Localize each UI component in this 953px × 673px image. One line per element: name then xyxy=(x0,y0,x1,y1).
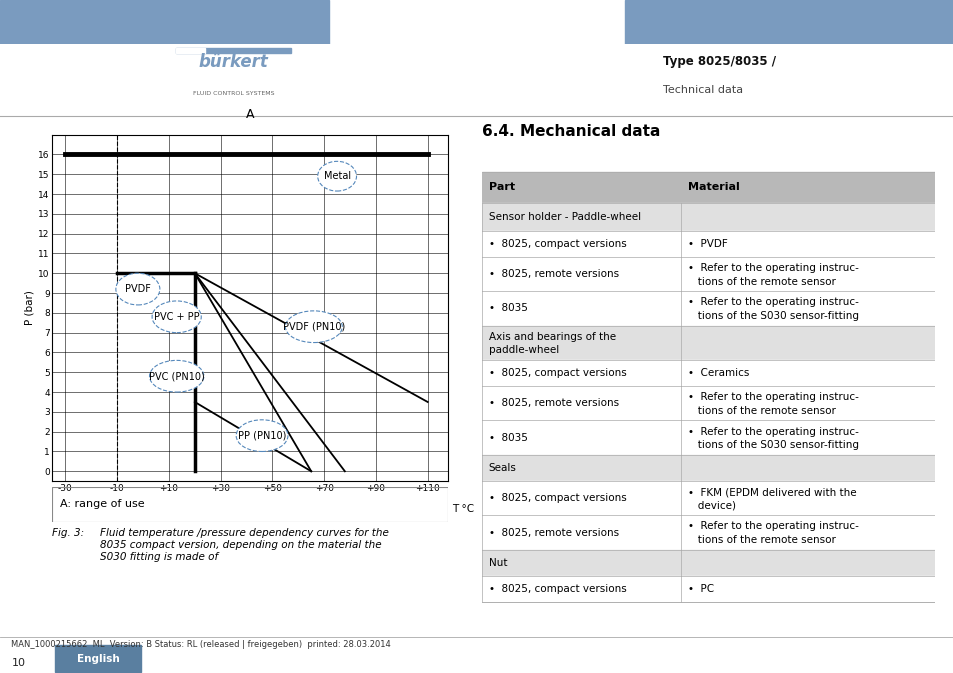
Text: MAN_1000215662  ML  Version: B Status: RL (released | freigegeben)  printed: 28.: MAN_1000215662 ML Version: B Status: RL … xyxy=(11,640,391,649)
Ellipse shape xyxy=(152,301,201,332)
Bar xyxy=(624,0,953,44)
Text: •  Refer to the operating instruc-: • Refer to the operating instruc- xyxy=(687,522,858,532)
Text: •  8035: • 8035 xyxy=(488,433,527,443)
Text: •  Refer to the operating instruc-: • Refer to the operating instruc- xyxy=(687,392,858,402)
Text: A: A xyxy=(246,108,254,120)
Bar xyxy=(481,360,934,386)
Bar xyxy=(481,386,934,421)
Text: Type 8025/8035 /: Type 8025/8035 / xyxy=(662,55,775,68)
Text: •  8025, remote versions: • 8025, remote versions xyxy=(488,269,618,279)
Ellipse shape xyxy=(236,420,288,452)
Text: •  8025, compact versions: • 8025, compact versions xyxy=(488,368,626,378)
Text: T °C: T °C xyxy=(452,503,474,513)
Text: PVC (PN10): PVC (PN10) xyxy=(149,371,204,381)
Text: •  8035: • 8035 xyxy=(488,304,527,314)
Text: •  Refer to the operating instruc-: • Refer to the operating instruc- xyxy=(687,427,858,437)
Text: paddle-wheel: paddle-wheel xyxy=(488,345,558,355)
Text: tions of the remote sensor: tions of the remote sensor xyxy=(687,277,835,287)
Bar xyxy=(481,550,934,576)
Text: Seals: Seals xyxy=(488,463,516,473)
Text: Nut: Nut xyxy=(488,558,507,568)
Text: •  8025, remote versions: • 8025, remote versions xyxy=(488,528,618,538)
Text: tions of the S030 sensor-fitting: tions of the S030 sensor-fitting xyxy=(687,311,858,321)
Bar xyxy=(481,481,934,516)
Ellipse shape xyxy=(317,162,356,191)
Bar xyxy=(176,48,291,53)
Text: Axis and bearings of the: Axis and bearings of the xyxy=(488,332,615,342)
Bar xyxy=(481,203,934,231)
Bar xyxy=(481,231,934,257)
Bar xyxy=(481,421,934,455)
Text: •  Refer to the operating instruc-: • Refer to the operating instruc- xyxy=(687,297,858,308)
Text: English: English xyxy=(77,653,119,664)
Bar xyxy=(0,0,329,44)
Bar xyxy=(176,48,205,53)
Text: Metal: Metal xyxy=(323,171,351,181)
Text: Fig. 3:: Fig. 3: xyxy=(52,528,85,538)
Text: bürkert: bürkert xyxy=(198,52,269,71)
Text: device): device) xyxy=(687,501,735,511)
Text: Fluid temperature /pressure dependency curves for the
8035 compact version, depe: Fluid temperature /pressure dependency c… xyxy=(100,528,389,561)
Text: PP (PN10): PP (PN10) xyxy=(237,431,286,441)
Text: PVDF: PVDF xyxy=(125,284,151,294)
Ellipse shape xyxy=(115,273,160,305)
Text: •  8025, compact versions: • 8025, compact versions xyxy=(488,493,626,503)
Y-axis label: P (bar): P (bar) xyxy=(24,291,34,325)
Text: Part: Part xyxy=(488,182,515,192)
Text: •  PC: • PC xyxy=(687,584,714,594)
Bar xyxy=(481,172,934,203)
Ellipse shape xyxy=(150,360,204,392)
Text: tions of the remote sensor: tions of the remote sensor xyxy=(687,535,835,545)
Text: 10: 10 xyxy=(11,658,26,668)
Text: •  Refer to the operating instruc-: • Refer to the operating instruc- xyxy=(687,263,858,273)
Bar xyxy=(481,326,934,360)
Bar xyxy=(481,576,934,602)
Bar xyxy=(481,455,934,481)
Bar xyxy=(481,257,934,291)
Ellipse shape xyxy=(285,311,342,343)
Text: •  PVDF: • PVDF xyxy=(687,239,727,249)
Text: PVDF (PN10): PVDF (PN10) xyxy=(282,322,345,332)
Text: •  FKM (EPDM delivered with the: • FKM (EPDM delivered with the xyxy=(687,487,856,497)
Text: Mechanical data: Mechanical data xyxy=(519,124,660,139)
Text: Technical data: Technical data xyxy=(662,85,742,95)
Text: •  8025, remote versions: • 8025, remote versions xyxy=(488,398,618,409)
Text: •  8025, compact versions: • 8025, compact versions xyxy=(488,239,626,249)
Bar xyxy=(481,516,934,550)
Text: •  8025, compact versions: • 8025, compact versions xyxy=(488,584,626,594)
Bar xyxy=(55,645,141,672)
Text: Sensor holder - Paddle-wheel: Sensor holder - Paddle-wheel xyxy=(488,212,640,222)
Text: tions of the S030 sensor-fitting: tions of the S030 sensor-fitting xyxy=(687,440,858,450)
Text: FLUID CONTROL SYSTEMS: FLUID CONTROL SYSTEMS xyxy=(193,91,274,96)
Text: 6.4.: 6.4. xyxy=(481,124,514,139)
Text: A: range of use: A: range of use xyxy=(60,499,145,509)
Text: Material: Material xyxy=(687,182,739,192)
Bar xyxy=(481,291,934,326)
Text: PVC + PP: PVC + PP xyxy=(153,312,199,322)
Text: tions of the remote sensor: tions of the remote sensor xyxy=(687,406,835,416)
Text: •  Ceramics: • Ceramics xyxy=(687,368,748,378)
